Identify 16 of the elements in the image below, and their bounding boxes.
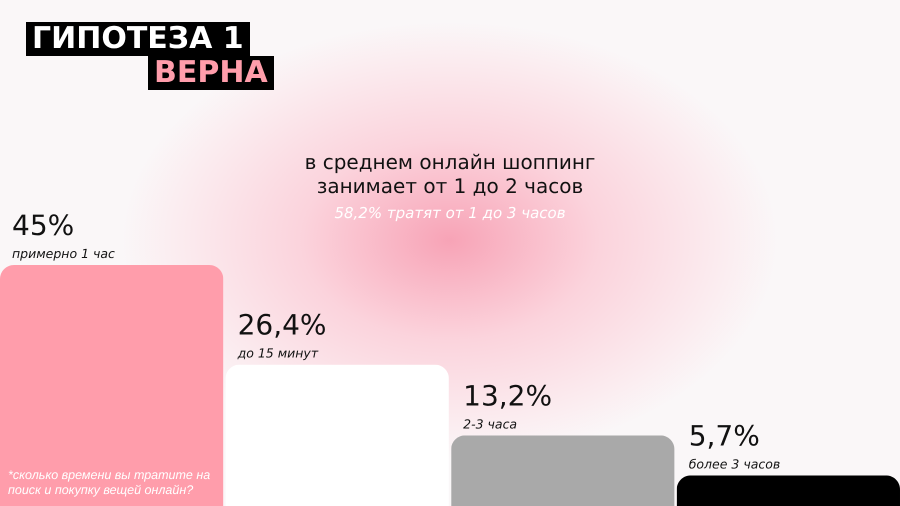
x-tick-label: 2-3 часа bbox=[463, 416, 518, 432]
annotation: *сколько времени вы тратите на поиск и покупку вещей онлайн? bbox=[8, 468, 212, 498]
x-tick-label: до 15 минут bbox=[236, 346, 319, 361]
bar bbox=[0, 265, 224, 506]
chart-title: ГИПОТЕЗА 1 ВЕРНА bbox=[31, 21, 269, 90]
chart-subtitle: в среднем онлайн шоппинг занимает от 1 до 2 часов bbox=[304, 150, 596, 198]
data-label: 13,2% bbox=[463, 379, 552, 412]
bar bbox=[676, 475, 900, 506]
bar bbox=[451, 435, 674, 506]
data-label: 5,7% bbox=[688, 419, 760, 452]
data-label: 26,4% bbox=[238, 308, 327, 342]
x-tick-label: примерно 1 час bbox=[12, 246, 116, 262]
text: 58,2% тратят от 1 до 3 часов bbox=[333, 204, 567, 222]
bar bbox=[226, 364, 449, 506]
data-label: 45% bbox=[12, 209, 74, 242]
x-tick-label: более 3 часов bbox=[688, 456, 780, 472]
